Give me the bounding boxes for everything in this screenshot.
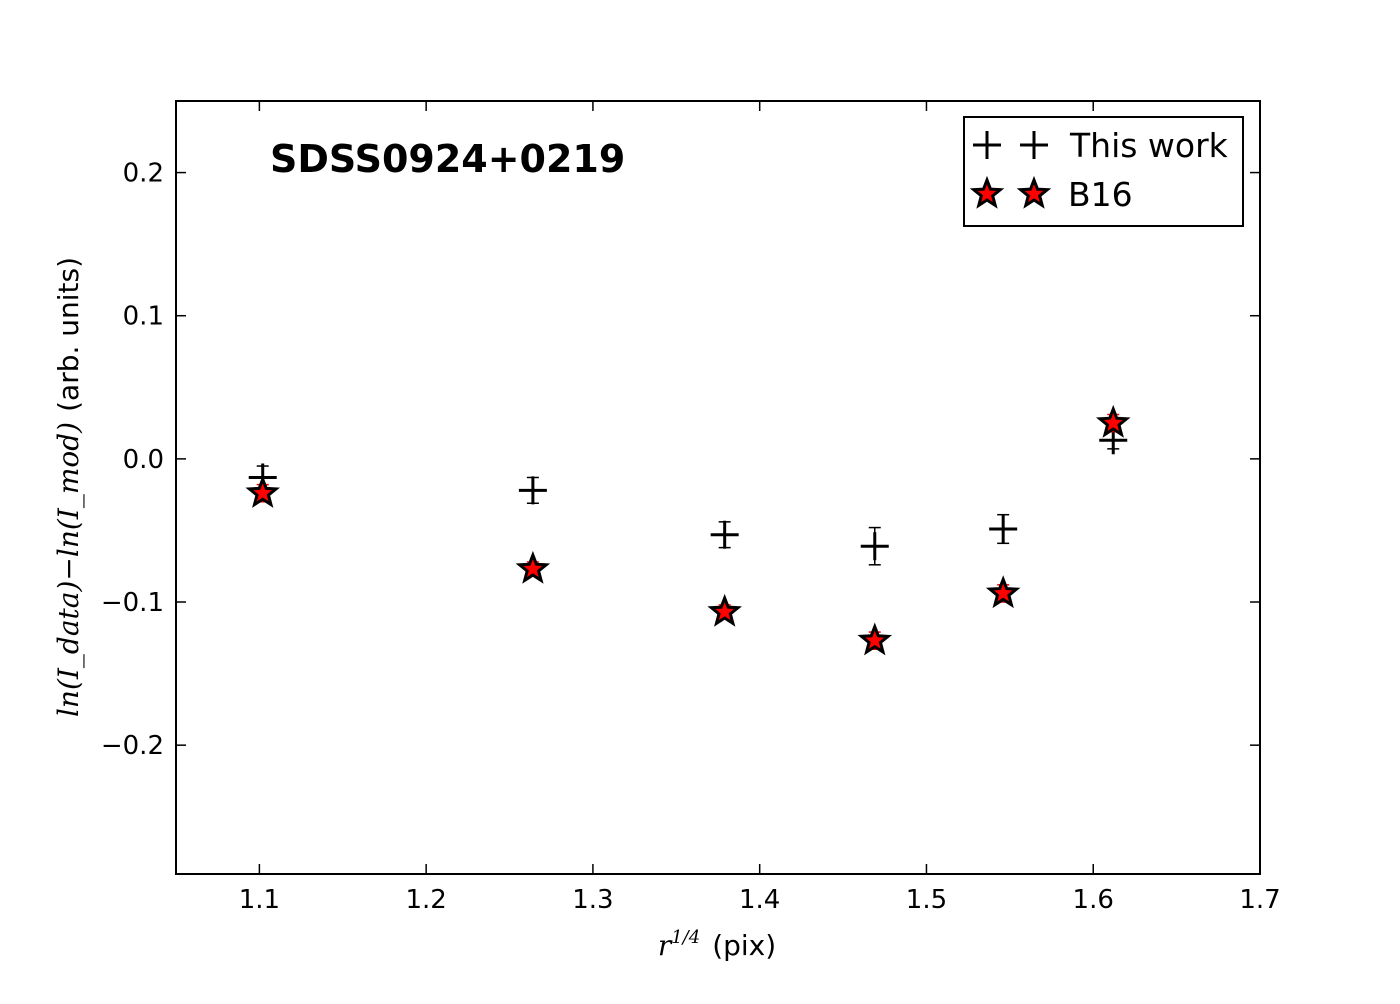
x-tick-label: 1.3 [572,885,613,915]
legend-marker-b16 [1016,175,1052,209]
legend-label-this-work: This work [1069,126,1229,165]
x-axis-label: r1/4 (pix) [658,927,776,962]
data-point-b16 [707,593,742,627]
data-point-this-work [860,532,889,561]
data-point-b16 [985,575,1021,609]
legend-marker-this-work [973,131,1001,159]
data-point-this-work [989,515,1018,544]
y-axis-label: ln(I_data)−ln(I_mod) (arb. units) [52,257,85,717]
y-axis-label-math: ln(I_data)−ln(I_mod) [52,422,85,717]
x-tick-label: 1.2 [405,885,446,915]
data-point-this-work [710,520,739,549]
legend-box [963,116,1244,227]
x-tick-label: 1.1 [239,885,280,915]
legend: This work B16 [963,116,1244,227]
y-tick-label: −0.2 [101,731,164,761]
legend-marker-b16 [969,175,1005,209]
y-tick-label: 0.2 [123,159,164,189]
y-tick-label: 0.0 [123,445,164,475]
x-tick-label: 1.7 [1239,885,1280,915]
legend-label-b16: B16 [1068,175,1133,214]
x-tick-label: 1.4 [739,885,780,915]
data-point-this-work [518,476,547,505]
plot-frame [175,100,1261,875]
y-tick-label: 0.1 [123,302,164,332]
chart-title: SDSS0924+0219 [270,137,625,181]
legend-marker-this-work [1020,131,1048,159]
x-tick-label: 1.6 [1073,885,1114,915]
data-point-b16 [1095,404,1131,438]
y-tick-label: −0.1 [101,588,164,618]
series-this-work [248,426,1128,566]
plot-layer: 1.1 1.2 1.3 1.4 1.5 1.6 1.7 0.2 0.1 0.0 −0.1 −0.2 [101,100,1281,915]
data-point-b16 [245,475,280,508]
data-point-b16 [857,622,893,656]
series-b16 [245,404,1131,656]
y-axis-label-unit: (arb. units) [52,257,85,412]
x-axis-label-math-sup: 1/4 [671,927,700,948]
x-axis-label-math: r [658,929,673,962]
x-tick-label: 1.5 [906,885,947,915]
legend-markers [969,131,1052,209]
data-point-b16 [515,550,551,584]
x-axis-label-unit: (pix) [712,929,776,962]
